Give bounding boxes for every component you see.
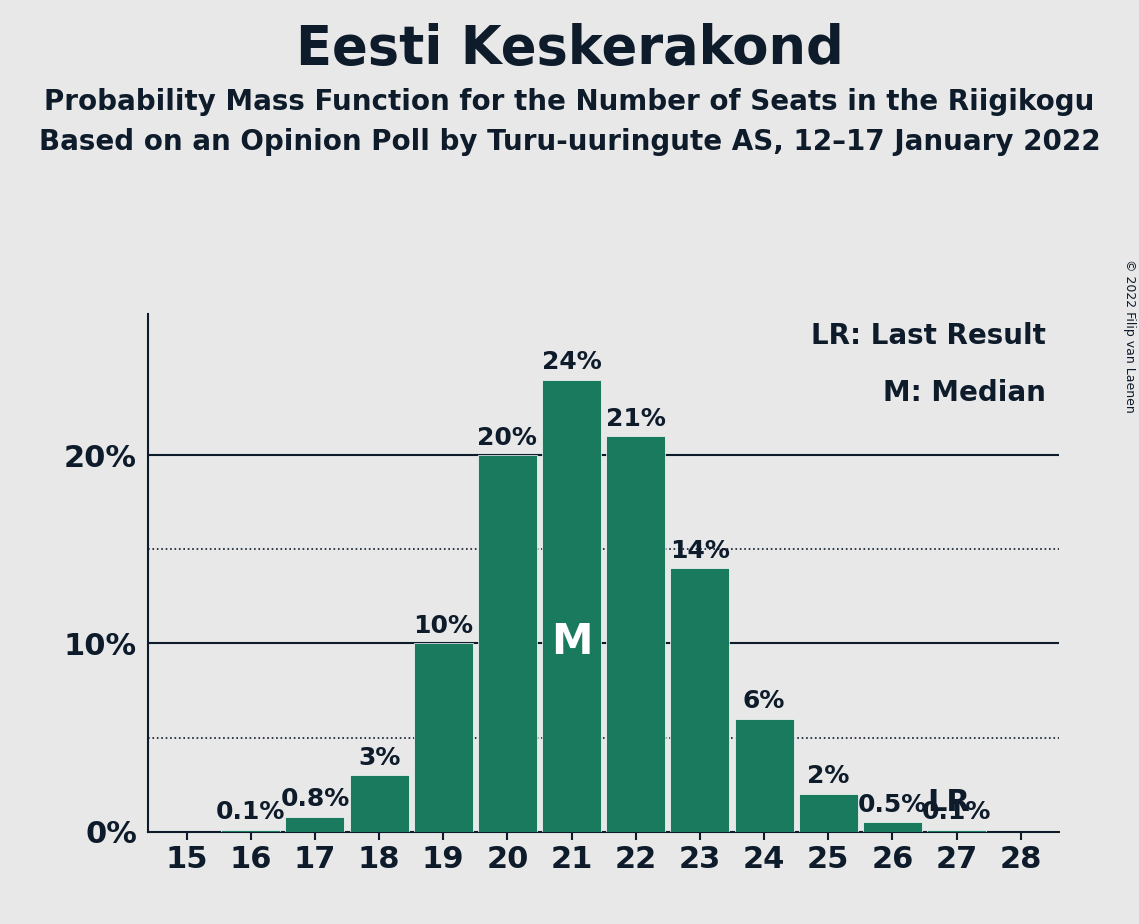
Text: 24%: 24%	[542, 350, 601, 374]
Text: 3%: 3%	[358, 746, 400, 770]
Text: 0.8%: 0.8%	[280, 787, 350, 811]
Bar	[478, 456, 536, 832]
Text: LR: Last Result: LR: Last Result	[811, 322, 1046, 350]
Text: Probability Mass Function for the Number of Seats in the Riigikogu: Probability Mass Function for the Number…	[44, 88, 1095, 116]
Text: 20%: 20%	[477, 426, 538, 450]
Text: 21%: 21%	[606, 407, 665, 431]
Bar	[735, 719, 794, 832]
Text: 2%: 2%	[808, 764, 850, 788]
Bar	[606, 436, 665, 832]
Text: Eesti Keskerakond: Eesti Keskerakond	[296, 23, 843, 75]
Text: 14%: 14%	[670, 539, 730, 563]
Bar	[798, 794, 858, 832]
Text: 0.1%: 0.1%	[921, 800, 991, 824]
Bar	[221, 830, 280, 832]
Bar	[413, 643, 473, 832]
Text: LR: LR	[928, 787, 970, 817]
Text: Based on an Opinion Poll by Turu-uuringute AS, 12–17 January 2022: Based on an Opinion Poll by Turu-uuringu…	[39, 128, 1100, 155]
Bar	[927, 830, 986, 832]
Text: 0.1%: 0.1%	[216, 800, 286, 824]
Text: 6%: 6%	[743, 689, 785, 713]
Bar	[671, 568, 729, 832]
Text: 0.5%: 0.5%	[858, 793, 927, 817]
Text: M: M	[551, 621, 592, 663]
Bar	[350, 775, 409, 832]
Text: M: Median: M: Median	[883, 379, 1046, 407]
Text: © 2022 Filip van Laenen: © 2022 Filip van Laenen	[1123, 259, 1137, 412]
Text: 10%: 10%	[413, 614, 473, 638]
Bar	[542, 380, 601, 832]
Bar	[286, 817, 344, 832]
Bar	[863, 822, 921, 832]
